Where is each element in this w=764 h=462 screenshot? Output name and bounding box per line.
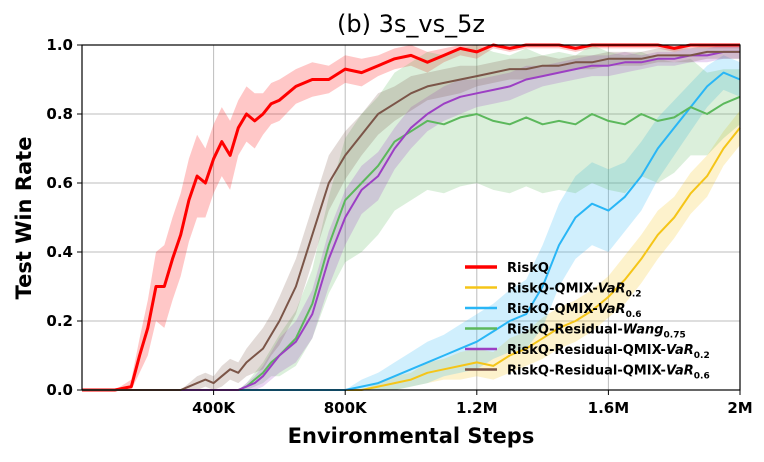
legend-label: RiskQ-QMIX-VaR0.6 xyxy=(507,302,642,320)
series-band-0 xyxy=(82,45,740,390)
y-tick-label: 0.2 xyxy=(46,312,73,330)
legend-label: RiskQ xyxy=(507,261,549,276)
legend-label-italic: VaR xyxy=(666,343,694,358)
legend-label-main: RiskQ-QMIX- xyxy=(507,282,598,297)
legend-label-subscript: 0.6 xyxy=(626,310,642,320)
legend-label-italic: VaR xyxy=(666,364,694,379)
axis-ticks: 400K 800K 1.2M 1.6M 2M 0.0 0.2 0.4 0.6 0.8 1.0 xyxy=(46,36,752,417)
y-axis-label: Test Win Rate xyxy=(12,137,36,300)
series-band-4 xyxy=(82,45,740,390)
chart-title: (b) 3s_vs_5z xyxy=(337,10,485,38)
x-tick-label: 800K xyxy=(324,399,368,417)
x-tick-label: 2M xyxy=(727,399,752,417)
confidence-bands xyxy=(82,45,740,391)
legend-label-main: RiskQ-Residual-QMIX- xyxy=(507,343,666,358)
grid xyxy=(82,45,740,390)
legend-label: RiskQ-Residual-QMIX-VaR0.6 xyxy=(507,364,710,382)
y-tick-label: 0.0 xyxy=(46,381,73,399)
legend: RiskQRiskQ-QMIX-VaR0.2RiskQ-QMIX-VaR0.6R… xyxy=(465,261,710,382)
legend-label-subscript: 0.6 xyxy=(694,372,710,382)
y-tick-label: 0.6 xyxy=(46,174,73,192)
legend-label: RiskQ-Residual-QMIX-VaR0.2 xyxy=(507,343,710,361)
x-tick-label: 1.2M xyxy=(456,399,498,417)
legend-label-main: RiskQ-Residual-QMIX- xyxy=(507,364,666,379)
plot-frame xyxy=(81,44,741,391)
legend-label-main: RiskQ-Residual- xyxy=(507,323,623,338)
legend-label-subscript: 0.75 xyxy=(664,331,686,341)
legend-label-main: RiskQ-QMIX- xyxy=(507,302,598,317)
legend-label-italic: VaR xyxy=(598,302,626,317)
legend-label-subscript: 0.2 xyxy=(626,290,642,300)
legend-label-subscript: 0.2 xyxy=(694,351,710,361)
y-tick-label: 0.8 xyxy=(46,105,73,123)
y-tick-label: 0.4 xyxy=(46,243,73,261)
legend-label-italic: VaR xyxy=(598,282,626,297)
x-tick-label: 1.6M xyxy=(588,399,630,417)
legend-label-italic: Wang xyxy=(623,323,664,338)
x-axis-label: Environmental Steps xyxy=(288,424,535,448)
legend-label: RiskQ-Residual-Wang0.75 xyxy=(507,323,686,341)
y-tick-label: 1.0 xyxy=(46,36,73,54)
series-band-3 xyxy=(82,45,740,390)
legend-label-main: RiskQ xyxy=(507,261,549,276)
series-band-2 xyxy=(82,55,740,391)
legend-label: RiskQ-QMIX-VaR0.2 xyxy=(507,282,642,300)
x-tick-label: 400K xyxy=(192,399,236,417)
